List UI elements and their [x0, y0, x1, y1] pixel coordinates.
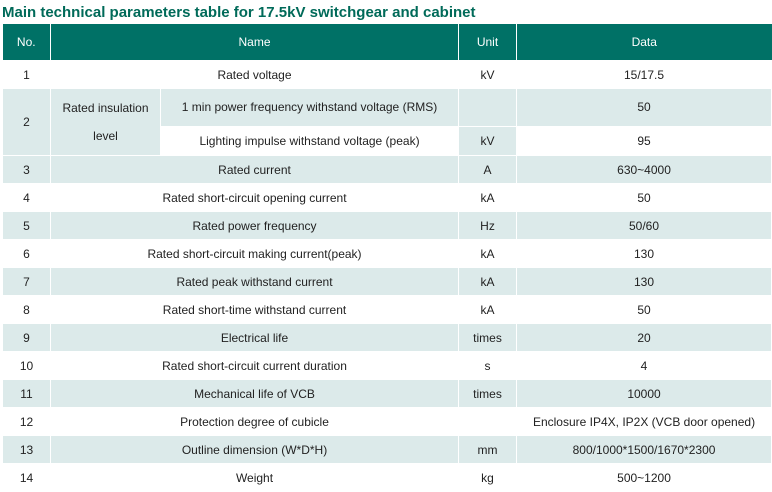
- table-row: 3 Rated current A 630~4000: [2, 155, 772, 184]
- table-row: 2 Rated insulation level 1 min power fre…: [2, 88, 772, 156]
- cell-name: Rated current: [49, 155, 460, 184]
- cell-name: Rated peak withstand current: [49, 267, 460, 296]
- table-row: 9 Electrical life times 20: [2, 323, 772, 352]
- cell-name: Rated short-circuit current duration: [49, 351, 460, 380]
- table-row: 1 Rated voltage kV 15/17.5: [2, 60, 772, 89]
- cell-no: 11: [2, 379, 51, 408]
- table-row: 6 Rated short-circuit making current(pea…: [2, 239, 772, 268]
- cell-no: 7: [2, 267, 51, 296]
- cell-name: Rated short-time withstand current: [49, 295, 460, 324]
- cell-name: Rated short-circuit opening current: [49, 183, 460, 212]
- table-row: 12 Protection degree of cubicle Enclosur…: [2, 407, 772, 436]
- header-name: Name: [50, 24, 460, 61]
- group-label-line2: level: [93, 129, 118, 143]
- header-unit: Unit: [458, 24, 518, 61]
- cell-name: Rated short-circuit making current(peak): [49, 239, 460, 268]
- cell-no: 14: [2, 463, 51, 492]
- cell-no: 1: [2, 60, 51, 89]
- table-row: 10 Rated short-circuit current duration …: [2, 351, 772, 380]
- cell-data: 130: [516, 239, 772, 268]
- cell-name: Rated voltage: [49, 60, 460, 89]
- cell-unit: [458, 88, 518, 127]
- cell-unit: kA: [458, 239, 518, 268]
- cell-unit: kV: [458, 125, 518, 157]
- table-row: 7 Rated peak withstand current kA 130: [2, 267, 772, 296]
- cell-no: 4: [2, 183, 51, 212]
- cell-name: Outline dimension (W*D*H): [49, 435, 460, 464]
- cell-unit: kA: [458, 267, 518, 296]
- table-row: 4 Rated short-circuit opening current kA…: [2, 183, 772, 212]
- cell-unit: kA: [458, 295, 518, 324]
- cell-data: 500~1200: [516, 463, 772, 492]
- cell-unit: A: [458, 155, 518, 184]
- cell-unit: kV: [458, 60, 518, 89]
- table-row: Lighting impulse withstand voltage (peak…: [3, 125, 772, 157]
- cell-data: 20: [516, 323, 772, 352]
- cell-data: 4: [516, 351, 772, 380]
- cell-group-label: Rated insulation level: [50, 88, 161, 156]
- cell-name: Lighting impulse withstand voltage (peak…: [159, 125, 460, 157]
- table-title: Main technical parameters table for 17.5…: [2, 4, 476, 21]
- cell-data: 800/1000*1500/1670*2300: [516, 435, 772, 464]
- cell-no: 9: [2, 323, 51, 352]
- cell-unit: mm: [458, 435, 518, 464]
- cell-unit: s: [458, 351, 518, 380]
- cell-no: 3: [2, 155, 51, 184]
- cell-data: 50: [516, 183, 772, 212]
- cell-unit: Hz: [458, 211, 518, 240]
- cell-data: 130: [516, 267, 772, 296]
- cell-data: 630~4000: [516, 155, 772, 184]
- cell-name: Weight: [49, 463, 460, 492]
- table-row: 13 Outline dimension (W*D*H) mm 800/1000…: [2, 435, 772, 464]
- cell-data: 10000: [516, 379, 772, 408]
- cell-unit: [458, 407, 518, 436]
- cell-data: Enclosure IP4X, IP2X (VCB door opened): [516, 407, 772, 436]
- cell-data: 50: [516, 88, 772, 127]
- cell-no: 13: [2, 435, 51, 464]
- cell-no: 10: [2, 351, 51, 380]
- parameters-table: No. Name Unit Data 1 Rated voltage kV 15…: [2, 24, 772, 492]
- group-label-line1: Rated insulation: [62, 101, 149, 115]
- table-row: 11 Mechanical life of VCB times 10000: [2, 379, 772, 408]
- table-header-row: No. Name Unit Data: [2, 24, 772, 61]
- cell-name: 1 min power frequency withstand voltage …: [159, 88, 460, 127]
- cell-name: Rated power frequency: [49, 211, 460, 240]
- cell-name: Mechanical life of VCB: [49, 379, 460, 408]
- cell-unit: kg: [458, 463, 518, 492]
- cell-no: 12: [2, 407, 51, 436]
- cell-data: 15/17.5: [516, 60, 772, 89]
- cell-unit: kA: [458, 183, 518, 212]
- cell-no: 8: [2, 295, 51, 324]
- cell-data: 50/60: [516, 211, 772, 240]
- cell-name: Electrical life: [49, 323, 460, 352]
- cell-name: Protection degree of cubicle: [49, 407, 460, 436]
- cell-unit: times: [458, 379, 518, 408]
- cell-no: 5: [2, 211, 51, 240]
- cell-no: 6: [2, 239, 51, 268]
- header-no: No.: [2, 24, 51, 61]
- header-data: Data: [516, 24, 772, 61]
- cell-no: 2: [2, 88, 51, 156]
- cell-unit: times: [458, 323, 518, 352]
- cell-data: 95: [516, 125, 772, 157]
- table-row: 14 Weight kg 500~1200: [2, 463, 772, 492]
- table-row: 8 Rated short-time withstand current kA …: [2, 295, 772, 324]
- table-row: 5 Rated power frequency Hz 50/60: [2, 211, 772, 240]
- cell-data: 50: [516, 295, 772, 324]
